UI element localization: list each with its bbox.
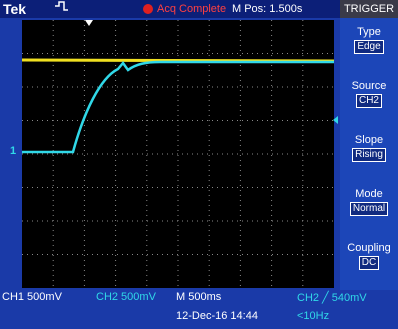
trigger-icon [55,2,68,10]
ch2-scale: CH2 500mV [96,291,156,303]
trigger-setting: CH2 ╱ 540mV [297,291,367,304]
date-time: 12-Dec-16 14:44 [176,310,258,322]
ch1-scale: CH1 500mV [2,291,62,303]
oscilloscope-screen: Tek Acq Complete M Pos: 1.500s TRIGGER T… [0,0,398,329]
trigger-frequency: <10Hz [297,310,329,322]
graticule [0,0,398,329]
footer: CH1 500mV CH2 500mV M 500ms CH2 ╱ 540mV … [0,290,398,329]
channel-marker: 1 [10,145,16,157]
timebase: M 500ms [176,291,221,303]
